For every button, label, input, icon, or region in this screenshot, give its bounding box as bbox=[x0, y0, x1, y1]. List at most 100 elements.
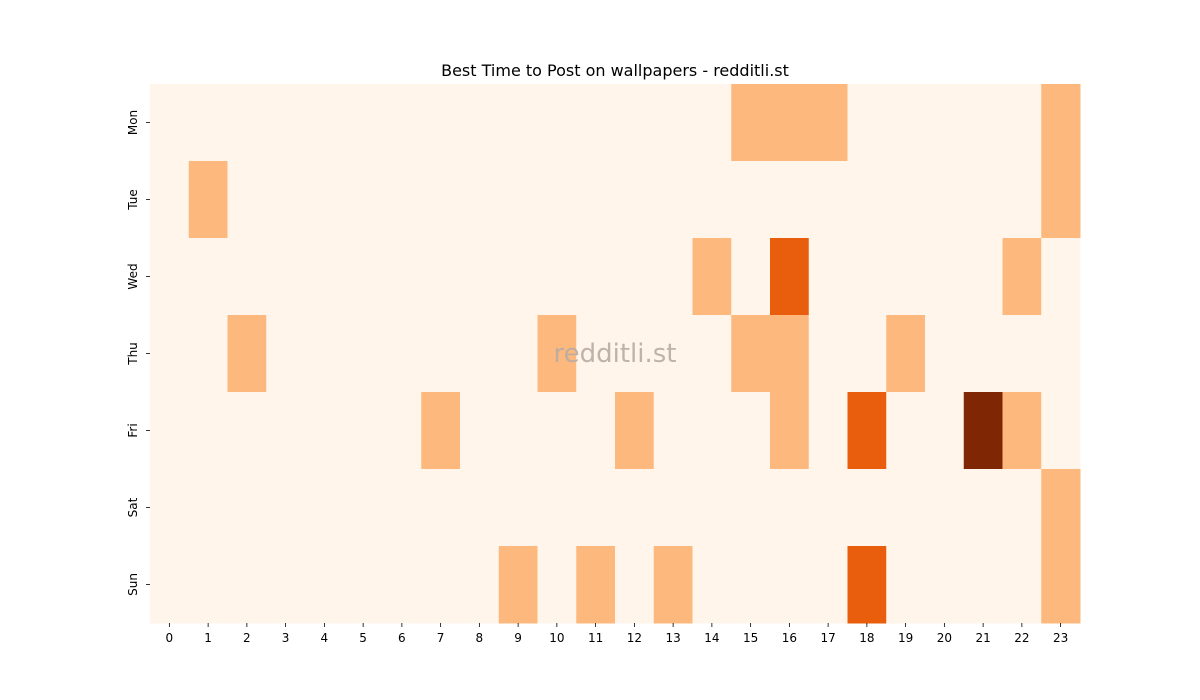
heatmap-cell bbox=[150, 238, 190, 316]
heatmap-cell bbox=[150, 469, 190, 547]
heatmap-cell bbox=[227, 315, 267, 393]
heatmap-cell bbox=[1002, 315, 1042, 393]
heatmap-cell bbox=[305, 546, 345, 624]
heatmap-cell bbox=[343, 546, 383, 624]
heatmap-cell bbox=[1041, 161, 1081, 239]
heatmap-cell bbox=[925, 161, 965, 239]
heatmap-cell bbox=[421, 315, 461, 393]
heatmap-cell bbox=[1002, 546, 1042, 624]
heatmap-cell bbox=[305, 238, 345, 316]
heatmap-cell bbox=[421, 84, 461, 162]
heatmap-cell bbox=[847, 315, 887, 393]
heatmap-cell bbox=[615, 238, 655, 316]
heatmap-cell bbox=[808, 84, 848, 162]
heatmap-cell bbox=[576, 161, 616, 239]
heatmap-cell bbox=[770, 238, 810, 316]
heatmap-cell bbox=[150, 161, 190, 239]
heatmap-cell bbox=[847, 238, 887, 316]
x-tick-label: 8 bbox=[476, 631, 484, 645]
x-tick-label: 17 bbox=[820, 631, 835, 645]
heatmap-cell bbox=[305, 161, 345, 239]
heatmap-cell bbox=[227, 161, 267, 239]
x-tick-label: 4 bbox=[321, 631, 329, 645]
heatmap-cell bbox=[770, 315, 810, 393]
heatmap-cell bbox=[498, 315, 538, 393]
heatmap-cell bbox=[731, 546, 771, 624]
heatmap-cell bbox=[460, 84, 500, 162]
heatmap-cell bbox=[731, 469, 771, 547]
x-tick-label: 0 bbox=[166, 631, 174, 645]
heatmap-cell bbox=[1041, 315, 1081, 393]
heatmap-cell bbox=[847, 546, 887, 624]
heatmap-cell bbox=[847, 392, 887, 470]
heatmap-cell bbox=[305, 315, 345, 393]
heatmap-cell bbox=[460, 469, 500, 547]
heatmap-cell bbox=[266, 546, 306, 624]
x-tick-label: 15 bbox=[743, 631, 758, 645]
heatmap-cell bbox=[537, 546, 577, 624]
heatmap-cell bbox=[150, 546, 190, 624]
heatmap-cell bbox=[343, 84, 383, 162]
heatmap-cell bbox=[421, 161, 461, 239]
heatmap-cell bbox=[963, 469, 1003, 547]
heatmap-cell bbox=[498, 238, 538, 316]
heatmap-cell bbox=[615, 161, 655, 239]
heatmap-cell bbox=[808, 469, 848, 547]
heatmap-cell bbox=[770, 392, 810, 470]
heatmap-cell bbox=[576, 238, 616, 316]
heatmap-cell bbox=[653, 161, 693, 239]
heatmap-cell bbox=[925, 84, 965, 162]
heatmap-cell bbox=[188, 392, 228, 470]
heatmap-cell bbox=[847, 161, 887, 239]
heatmap-cell bbox=[692, 469, 732, 547]
x-tick-label: 16 bbox=[782, 631, 797, 645]
heatmap-cell bbox=[692, 392, 732, 470]
heatmap-cell bbox=[498, 392, 538, 470]
heatmap-cell bbox=[266, 238, 306, 316]
heatmap-cell bbox=[188, 315, 228, 393]
heatmap-cell bbox=[460, 238, 500, 316]
heatmap-cell bbox=[498, 469, 538, 547]
heatmap-cell bbox=[653, 238, 693, 316]
heatmap-cell bbox=[731, 161, 771, 239]
heatmap-cell bbox=[886, 469, 926, 547]
heatmap-cell bbox=[188, 238, 228, 316]
heatmap-cell bbox=[266, 392, 306, 470]
heatmap-cell bbox=[808, 238, 848, 316]
heatmap-cell bbox=[537, 161, 577, 239]
heatmap-cell bbox=[1002, 84, 1042, 162]
heatmap-cell bbox=[653, 546, 693, 624]
heatmap-cell bbox=[615, 84, 655, 162]
heatmap-cell bbox=[886, 238, 926, 316]
x-tick-label: 9 bbox=[514, 631, 522, 645]
heatmap-cell bbox=[615, 315, 655, 393]
heatmap-cell bbox=[770, 161, 810, 239]
heatmap-cell bbox=[692, 238, 732, 316]
chart-title: Best Time to Post on wallpapers - reddit… bbox=[441, 61, 789, 80]
heatmap-cell bbox=[421, 392, 461, 470]
heatmap-cell bbox=[305, 84, 345, 162]
x-tick-label: 12 bbox=[627, 631, 642, 645]
heatmap-cell bbox=[382, 392, 422, 470]
watermark: redditli.st bbox=[554, 339, 677, 369]
y-tick-label: Tue bbox=[126, 189, 140, 211]
heatmap-cell bbox=[808, 546, 848, 624]
heatmap-cell bbox=[925, 469, 965, 547]
heatmap-cell bbox=[886, 392, 926, 470]
heatmap-cell bbox=[421, 238, 461, 316]
heatmap-cell bbox=[460, 546, 500, 624]
heatmap-cell bbox=[1041, 84, 1081, 162]
heatmap-cell bbox=[731, 84, 771, 162]
heatmap-cell bbox=[576, 469, 616, 547]
heatmap-cell bbox=[925, 315, 965, 393]
y-tick-label: Sat bbox=[126, 497, 140, 517]
heatmap-cell bbox=[227, 392, 267, 470]
heatmap-cell bbox=[731, 238, 771, 316]
x-tick-label: 22 bbox=[1014, 631, 1029, 645]
heatmap-cell bbox=[925, 238, 965, 316]
heatmap-cell bbox=[188, 161, 228, 239]
x-tick-label: 14 bbox=[704, 631, 719, 645]
heatmap-cell bbox=[460, 392, 500, 470]
heatmap-cell bbox=[421, 469, 461, 547]
